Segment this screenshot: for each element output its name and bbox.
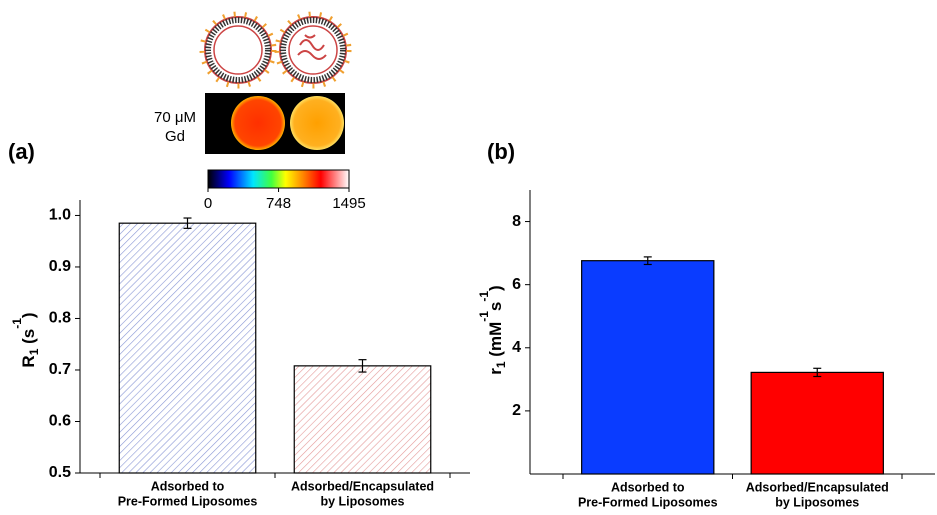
bar — [294, 366, 431, 473]
x-tick-label: Adsorbed to — [611, 480, 685, 494]
panel-label: (a) — [8, 139, 35, 164]
y-tick-label: 4 — [512, 339, 521, 356]
y-tick-label: 0.7 — [49, 361, 71, 378]
y-tick-label: 6 — [512, 276, 521, 293]
y-axis-label-part: ) — [486, 285, 505, 291]
y-tick-label: 1.0 — [49, 207, 71, 224]
y-axis-label-part: -1 — [477, 291, 491, 302]
bar — [751, 372, 883, 474]
y-tick-label: 0.9 — [49, 258, 71, 275]
colorbar-tick-label: 748 — [266, 195, 291, 212]
x-tick-label: Pre-Formed Liposomes — [578, 495, 718, 509]
inset-label: Gd — [165, 128, 185, 145]
y-tick-label: 0.8 — [49, 310, 71, 327]
x-tick-label: Adsorbed to — [151, 479, 225, 493]
x-tick-label: Adsorbed/Encapsulated — [746, 480, 889, 494]
y-axis-label-part: -1 — [477, 311, 491, 322]
inset-label: 70 μM — [154, 109, 196, 126]
y-tick-label: 0.6 — [49, 413, 71, 430]
y-tick-label: 0.5 — [49, 464, 71, 481]
x-tick-label: by Liposomes — [775, 495, 859, 509]
x-tick-label: by Liposomes — [320, 494, 404, 508]
y-axis-label-part: -1 — [10, 318, 24, 329]
y-tick-label: 2 — [512, 402, 521, 419]
bar — [119, 223, 256, 473]
y-axis-label: R1 (s-1) — [10, 312, 41, 367]
colorbar — [208, 170, 349, 188]
figure: 70 μM Gd 0 748 1495 (a) R1 (s-1) 0.5 0.6 0.7 0.8… — [0, 0, 937, 510]
colorbar-tick-label: 0 — [204, 195, 212, 212]
y-tick-label: 8 — [512, 213, 521, 230]
y-axis-label-part: s — [486, 302, 505, 311]
y-axis-label-part: (s — [19, 329, 38, 349]
mri-image — [205, 93, 345, 154]
panel-label: (b) — [487, 139, 515, 164]
y-axis-label-part: ) — [19, 312, 38, 318]
bar — [582, 261, 714, 474]
x-tick-label: Pre-Formed Liposomes — [118, 494, 258, 508]
liposome-illustration — [202, 14, 349, 86]
y-axis-label-part: R — [19, 355, 38, 367]
y-axis-label: r1 (mM-1s-1) — [477, 285, 508, 374]
y-axis-label-part: (mM — [486, 322, 505, 362]
x-tick-label: Adsorbed/Encapsulated — [291, 479, 434, 493]
colorbar-tick-label: 1495 — [332, 195, 365, 212]
